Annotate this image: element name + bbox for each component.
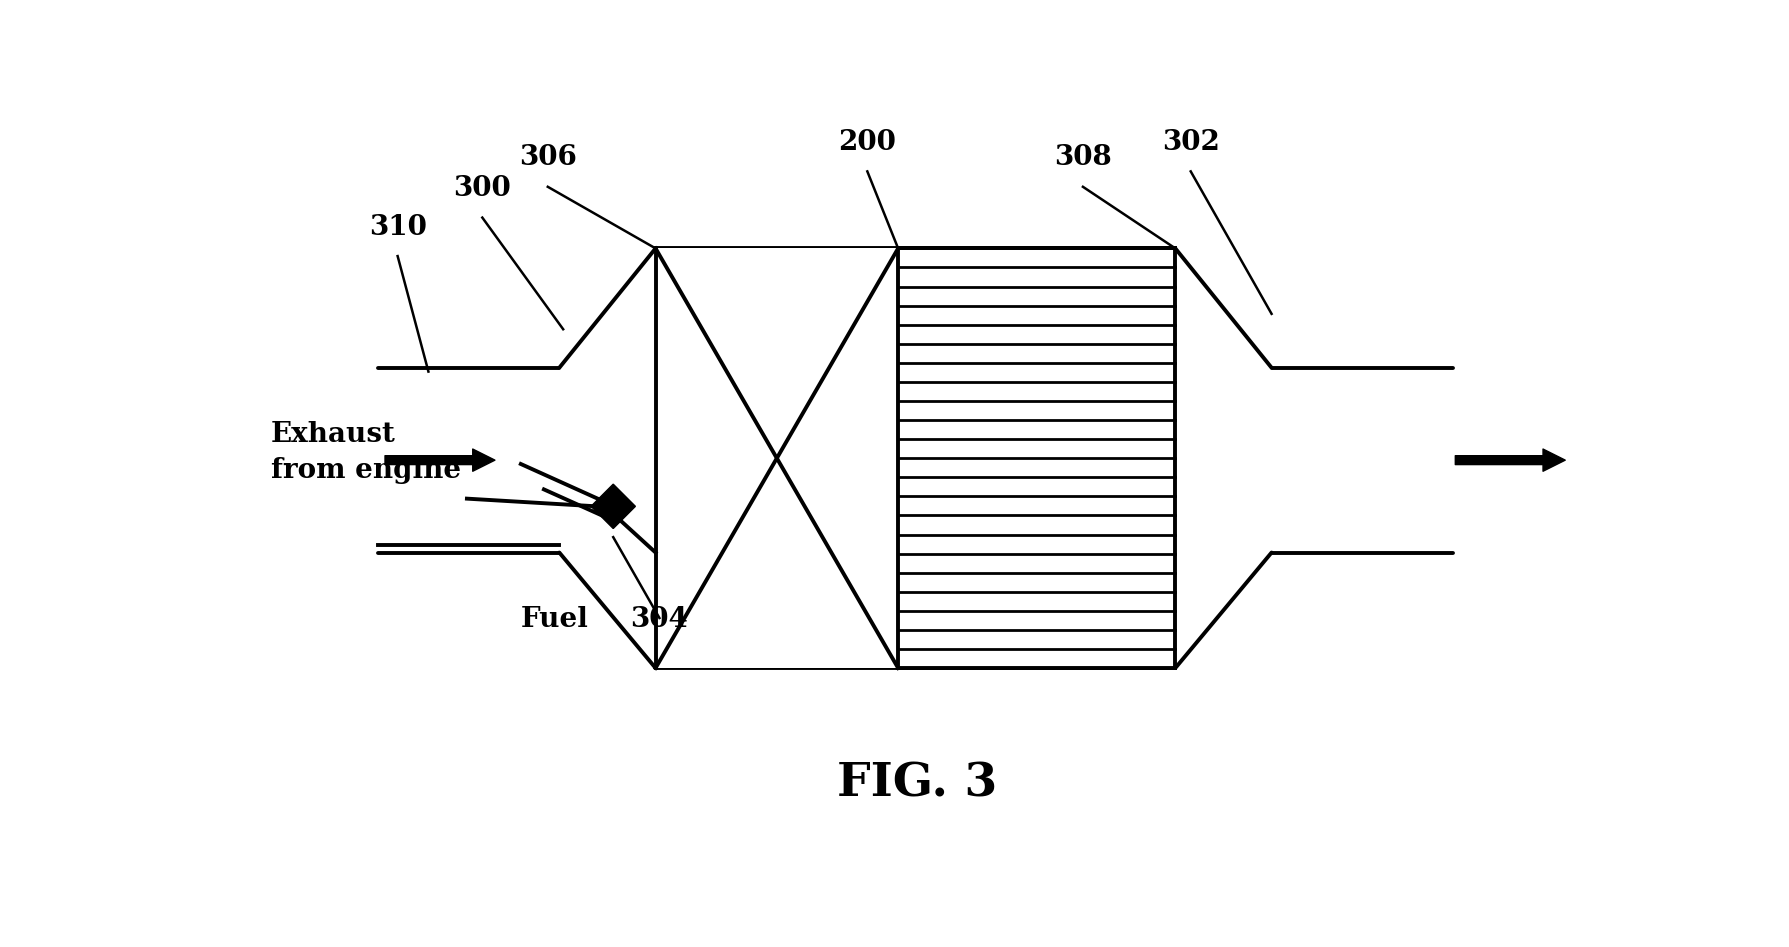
Text: 310: 310 — [369, 214, 426, 241]
Text: Fuel: Fuel — [521, 606, 589, 634]
Text: 306: 306 — [519, 144, 576, 171]
Bar — [898, 248, 1175, 668]
Text: 200: 200 — [837, 129, 896, 156]
Text: 304: 304 — [630, 606, 689, 634]
Text: 302: 302 — [1161, 129, 1218, 156]
Text: Exhaust
from engine: Exhaust from engine — [270, 421, 460, 484]
Bar — [655, 248, 898, 668]
Text: 300: 300 — [453, 175, 512, 203]
Text: FIG. 3: FIG. 3 — [837, 760, 996, 807]
Text: 308: 308 — [1054, 144, 1111, 171]
Polygon shape — [590, 484, 635, 528]
